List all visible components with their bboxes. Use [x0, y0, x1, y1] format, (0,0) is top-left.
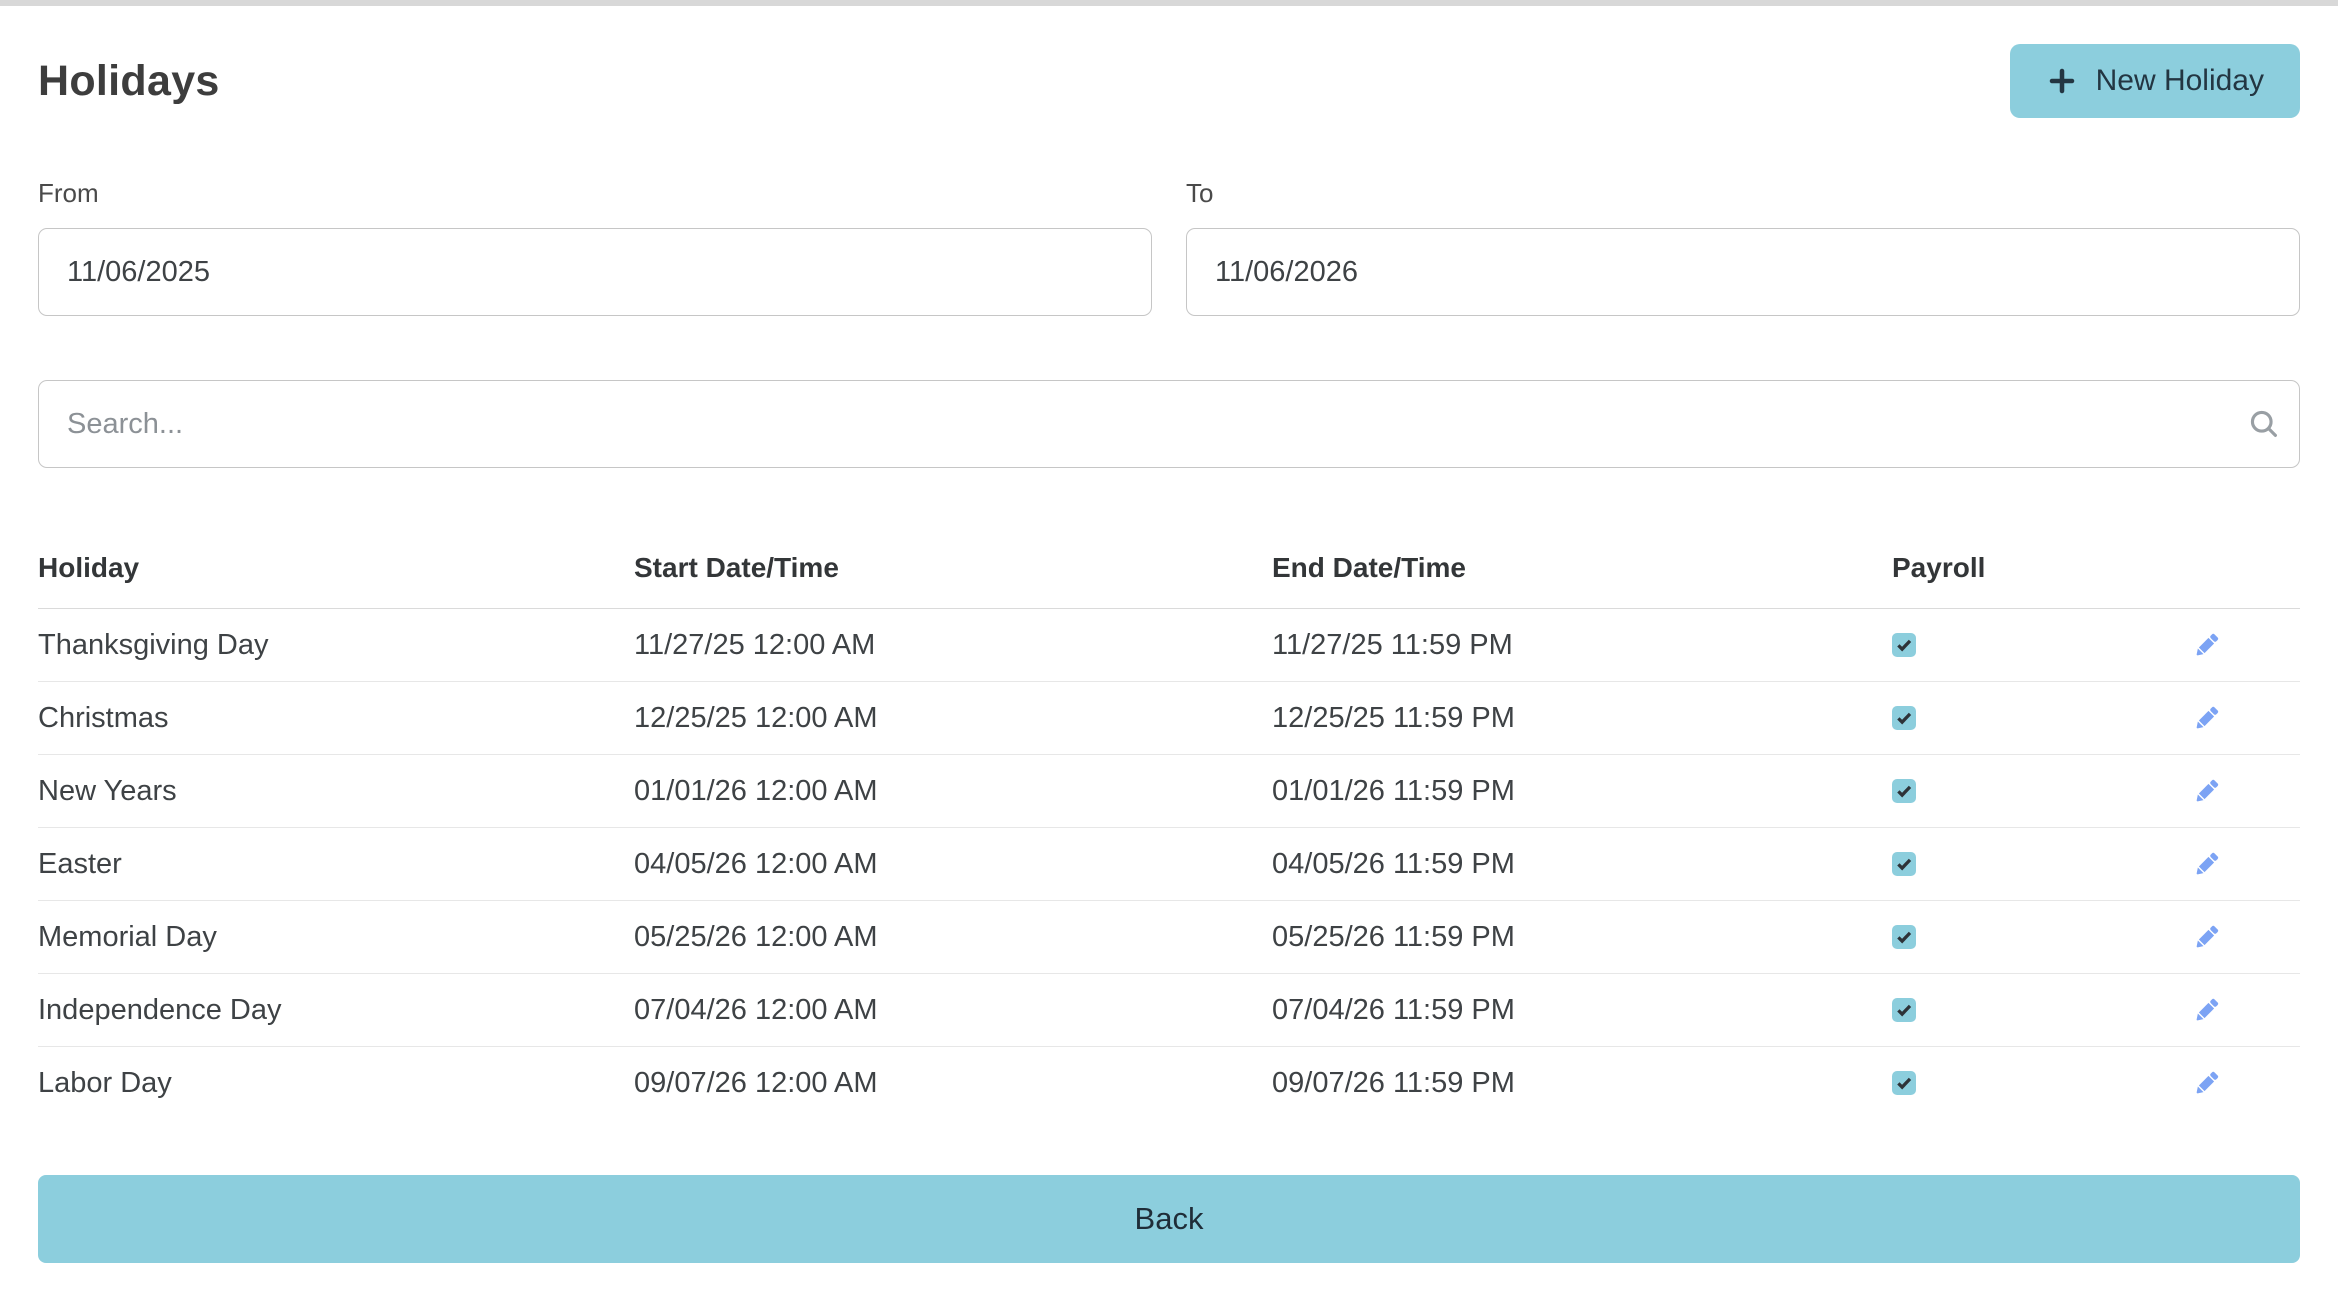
actions-cell: [2192, 1069, 2300, 1098]
table-row: Thanksgiving Day 11/27/25 12:00 AM 11/27…: [38, 609, 2300, 682]
holiday-name-cell: Labor Day: [38, 1066, 172, 1099]
column-header-start: Start Date/Time: [634, 552, 839, 583]
start-datetime-cell: 07/04/26 12:00 AM: [634, 993, 878, 1026]
table-header-row: Holiday Start Date/Time End Date/Time Pa…: [38, 554, 2300, 609]
to-date-input[interactable]: [1186, 228, 2300, 316]
pencil-icon: [2192, 1069, 2221, 1098]
page-header: Holidays New Holiday: [38, 44, 2300, 118]
payroll-cell: [1892, 852, 2192, 876]
checkmark-icon: [1895, 1001, 1913, 1019]
search-icon[interactable]: [2246, 406, 2282, 442]
edit-holiday-button[interactable]: [2192, 777, 2221, 806]
from-field-group: From: [38, 180, 1152, 316]
holiday-name-cell: Thanksgiving Day: [38, 628, 269, 661]
holidays-table: Holiday Start Date/Time End Date/Time Pa…: [38, 554, 2300, 1119]
holiday-name-cell: Independence Day: [38, 993, 282, 1026]
end-datetime-cell: 05/25/26 11:59 PM: [1272, 920, 1515, 953]
payroll-checkbox[interactable]: [1892, 998, 1916, 1022]
payroll-checkbox[interactable]: [1892, 925, 1916, 949]
payroll-cell: [1892, 779, 2192, 803]
edit-holiday-button[interactable]: [2192, 704, 2221, 733]
checkmark-icon: [1895, 636, 1913, 654]
checkmark-icon: [1895, 1074, 1913, 1092]
column-header-payroll: Payroll: [1892, 552, 1986, 583]
edit-holiday-button[interactable]: [2192, 631, 2221, 660]
start-datetime-cell: 01/01/26 12:00 AM: [634, 774, 878, 807]
payroll-checkbox[interactable]: [1892, 779, 1916, 803]
edit-holiday-button[interactable]: [2192, 850, 2221, 879]
new-holiday-button[interactable]: New Holiday: [2009, 44, 2300, 118]
plus-icon: [2046, 65, 2078, 97]
payroll-checkbox[interactable]: [1892, 633, 1916, 657]
table-row: Easter 04/05/26 12:00 AM 04/05/26 11:59 …: [38, 828, 2300, 901]
end-datetime-cell: 12/25/25 11:59 PM: [1272, 701, 1515, 734]
pencil-icon: [2192, 704, 2221, 733]
column-header-holiday: Holiday: [38, 552, 140, 583]
checkmark-icon: [1895, 928, 1913, 946]
payroll-cell: [1892, 925, 2192, 949]
page-title: Holidays: [38, 56, 220, 105]
pencil-icon: [2192, 850, 2221, 879]
table-row: Independence Day 07/04/26 12:00 AM 07/04…: [38, 974, 2300, 1047]
holiday-name-cell: New Years: [38, 774, 177, 807]
top-edge-strip: [0, 0, 2338, 6]
checkmark-icon: [1895, 709, 1913, 727]
from-label: From: [38, 178, 99, 208]
holiday-name-cell: Easter: [38, 847, 122, 880]
actions-cell: [2192, 704, 2300, 733]
start-datetime-cell: 09/07/26 12:00 AM: [634, 1066, 878, 1099]
actions-cell: [2192, 631, 2300, 660]
payroll-cell: [1892, 706, 2192, 730]
new-holiday-button-label: New Holiday: [2095, 64, 2264, 97]
checkmark-icon: [1895, 782, 1913, 800]
edit-holiday-button[interactable]: [2192, 996, 2221, 1025]
end-datetime-cell: 04/05/26 11:59 PM: [1272, 847, 1515, 880]
pencil-icon: [2192, 923, 2221, 952]
column-header-end: End Date/Time: [1272, 552, 1466, 583]
edit-holiday-button[interactable]: [2192, 1069, 2221, 1098]
end-datetime-cell: 11/27/25 11:59 PM: [1272, 628, 1513, 661]
holidays-table-body: Thanksgiving Day 11/27/25 12:00 AM 11/27…: [38, 609, 2300, 1119]
start-datetime-cell: 05/25/26 12:00 AM: [634, 920, 878, 953]
table-row: Memorial Day 05/25/26 12:00 AM 05/25/26 …: [38, 901, 2300, 974]
holidays-page: Holidays New Holiday From To: [0, 44, 2338, 1263]
start-datetime-cell: 12/25/25 12:00 AM: [634, 701, 878, 734]
end-datetime-cell: 07/04/26 11:59 PM: [1272, 993, 1515, 1026]
payroll-checkbox[interactable]: [1892, 706, 1916, 730]
actions-cell: [2192, 777, 2300, 806]
actions-cell: [2192, 996, 2300, 1025]
to-field-group: To: [1186, 180, 2300, 316]
payroll-cell: [1892, 1071, 2192, 1095]
holiday-name-cell: Christmas: [38, 701, 169, 734]
table-row: Christmas 12/25/25 12:00 AM 12/25/25 11:…: [38, 682, 2300, 755]
pencil-icon: [2192, 996, 2221, 1025]
start-datetime-cell: 11/27/25 12:00 AM: [634, 628, 876, 661]
actions-cell: [2192, 850, 2300, 879]
table-row: New Years 01/01/26 12:00 AM 01/01/26 11:…: [38, 755, 2300, 828]
payroll-cell: [1892, 998, 2192, 1022]
payroll-checkbox[interactable]: [1892, 852, 1916, 876]
to-label: To: [1186, 178, 1214, 208]
start-datetime-cell: 04/05/26 12:00 AM: [634, 847, 878, 880]
from-date-input[interactable]: [38, 228, 1152, 316]
end-datetime-cell: 09/07/26 11:59 PM: [1272, 1066, 1515, 1099]
date-range-filters: From To: [38, 180, 2300, 316]
actions-cell: [2192, 923, 2300, 952]
search-input[interactable]: [38, 380, 2300, 468]
end-datetime-cell: 01/01/26 11:59 PM: [1272, 774, 1515, 807]
table-row: Labor Day 09/07/26 12:00 AM 09/07/26 11:…: [38, 1047, 2300, 1119]
checkmark-icon: [1895, 855, 1913, 873]
search-bar: [38, 380, 2300, 468]
edit-holiday-button[interactable]: [2192, 923, 2221, 952]
pencil-icon: [2192, 631, 2221, 660]
payroll-checkbox[interactable]: [1892, 1071, 1916, 1095]
pencil-icon: [2192, 777, 2221, 806]
holiday-name-cell: Memorial Day: [38, 920, 217, 953]
payroll-cell: [1892, 633, 2192, 657]
back-button[interactable]: Back: [38, 1175, 2300, 1263]
